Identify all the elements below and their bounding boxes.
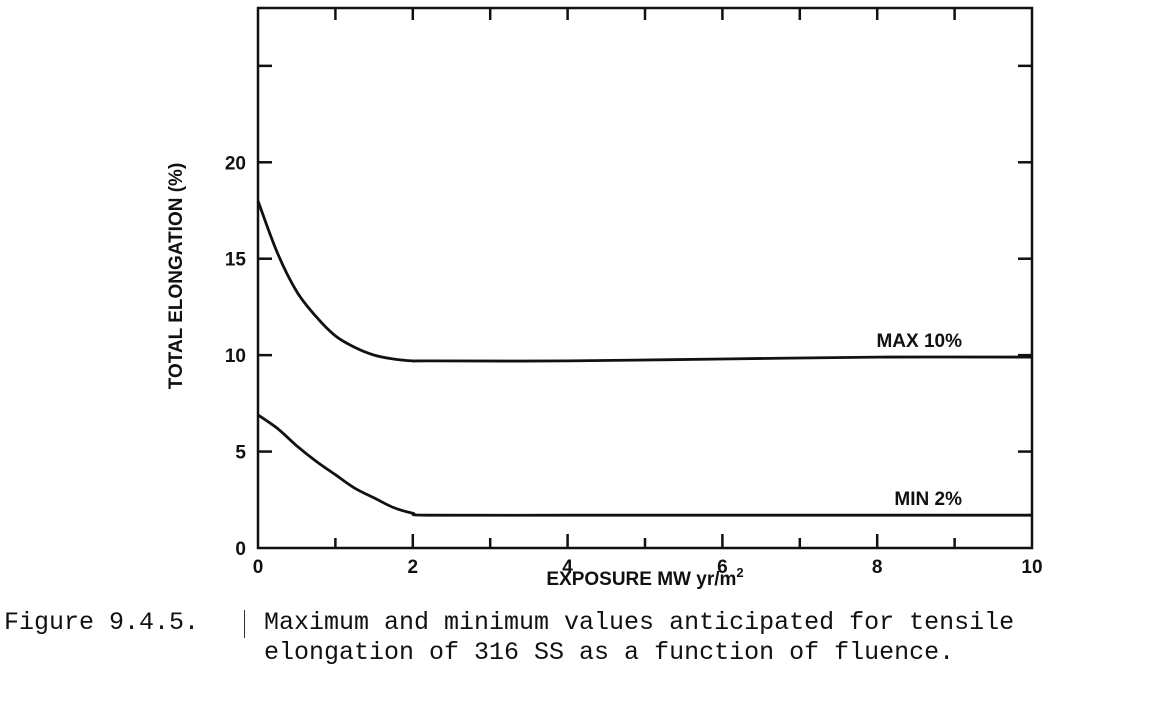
series-line-max xyxy=(256,200,1033,363)
x-tick-label: 0 xyxy=(253,557,264,578)
series-label-min: MIN 2% xyxy=(894,489,962,510)
y-tick-label: 5 xyxy=(235,443,246,464)
x-tick-labels: 0 2 4 6 8 10 xyxy=(253,557,1043,578)
caption-line-2: elongation of 316 SS as a function of fl… xyxy=(264,638,955,667)
y-tick-label: 20 xyxy=(225,153,246,174)
series-label-max: MAX 10% xyxy=(876,331,962,352)
y-axis-title: TOTAL ELONGATION (%) xyxy=(166,163,187,390)
x-tick-label: 4 xyxy=(562,557,573,578)
caption-line-1: Maximum and minimum values anticipated f… xyxy=(264,608,1015,637)
x-tick-label: 10 xyxy=(1021,557,1042,578)
elongation-chart: 0 2 4 6 8 10 0 5 10 15 20 MAX 10% MIN 2% EXPOSURE … xyxy=(166,6,1043,590)
x-axis-title: EXPOSURE MW yr/m2 xyxy=(546,565,743,590)
plot-border xyxy=(256,6,1034,550)
plot-frame xyxy=(256,6,1034,550)
y-tick-labels: 0 5 10 15 20 xyxy=(225,153,247,560)
series-group: MAX 10% MIN 2% xyxy=(256,200,1033,517)
caption-divider xyxy=(244,610,245,638)
x-tick-label: 2 xyxy=(408,557,419,578)
y-tick-label: 10 xyxy=(225,346,246,367)
x-tick-label: 8 xyxy=(872,557,883,578)
y-tick-label: 15 xyxy=(225,250,247,271)
y-tick-label: 0 xyxy=(235,539,246,560)
caption-label: Figure 9.4.5. xyxy=(4,608,200,637)
series-line-min xyxy=(257,413,1032,517)
x-tick-label: 6 xyxy=(717,557,728,578)
axis-ticks xyxy=(258,8,1032,548)
